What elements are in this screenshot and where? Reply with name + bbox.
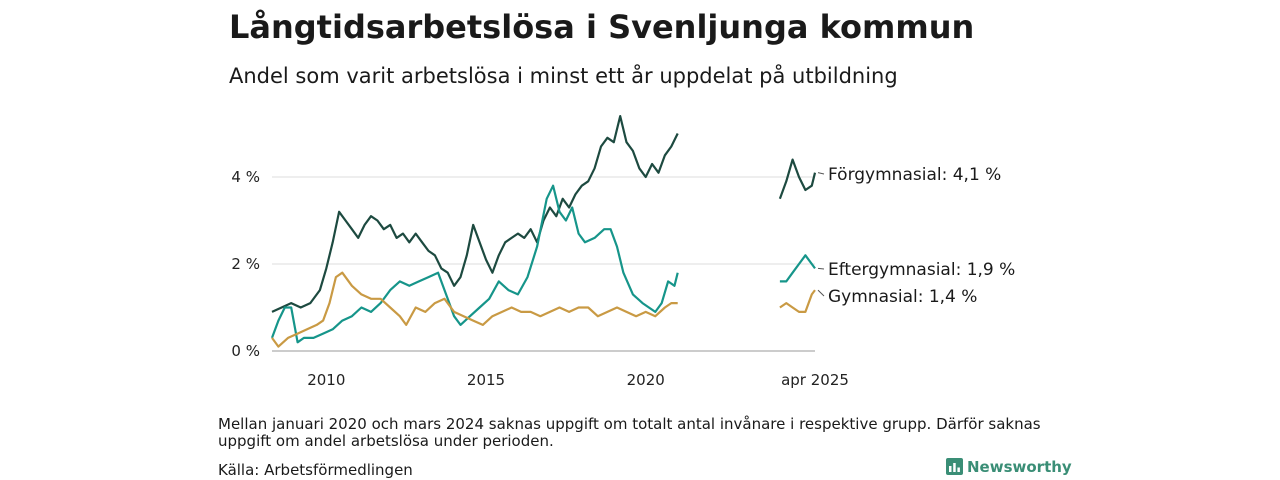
- line-chart: 0 % 2 % 4 % 2010 2015 2020 apr 2025 Förgymnasi…: [231, 115, 1015, 389]
- footnote: Mellan januari 2020 och mars 2024 saknas…: [218, 415, 1041, 450]
- x-tick-label: apr 2025: [781, 371, 849, 389]
- series-label: Gymnasial: 1,4 %: [828, 287, 977, 307]
- label-connector: [817, 267, 825, 270]
- label-connector: [817, 289, 825, 297]
- bar-chart-icon: [946, 458, 963, 475]
- x-tick-label: 2015: [467, 371, 505, 389]
- source-text: Källa: Arbetsförmedlingen: [218, 461, 413, 479]
- series-line-förgymnasial: [271, 115, 817, 313]
- series-line-eftergymnasial: [270, 184, 816, 344]
- brand-logo: Newsworthy: [946, 458, 1072, 476]
- label-connector: [817, 172, 825, 175]
- y-tick-label: 4 %: [231, 168, 260, 186]
- series-line-gymnasial: [271, 271, 816, 348]
- y-tick-label: 2 %: [231, 255, 260, 273]
- chart-subtitle: Andel som varit arbetslösa i minst ett å…: [229, 64, 898, 88]
- x-tick-label: 2020: [627, 371, 665, 389]
- chart-title: Långtidsarbetslösa i Svenljunga kommun: [229, 8, 975, 46]
- brand-name: Newsworthy: [967, 458, 1072, 476]
- series-label: Eftergymnasial: 1,9 %: [828, 260, 1015, 280]
- series-label: Förgymnasial: 4,1 %: [828, 165, 1001, 185]
- y-tick-label: 0 %: [231, 342, 260, 360]
- x-tick-label: 2010: [307, 371, 345, 389]
